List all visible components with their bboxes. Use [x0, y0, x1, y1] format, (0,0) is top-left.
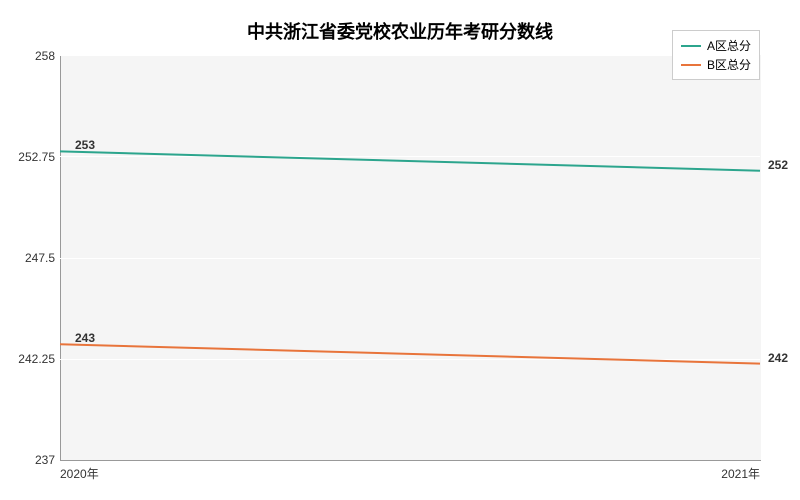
data-label: 243	[75, 331, 95, 345]
legend: A区总分 B区总分	[672, 30, 760, 80]
series-b-line	[60, 344, 760, 363]
legend-swatch-a	[681, 45, 701, 47]
data-label: 242	[768, 351, 788, 365]
data-label: 252	[768, 158, 788, 172]
legend-label-a: A区总分	[707, 37, 751, 54]
series-a-line	[60, 151, 760, 170]
legend-swatch-b	[681, 64, 701, 66]
legend-label-b: B区总分	[707, 56, 751, 73]
legend-item-a: A区总分	[681, 37, 751, 54]
data-label: 253	[75, 138, 95, 152]
legend-item-b: B区总分	[681, 56, 751, 73]
chart-container: 中共浙江省委党校农业历年考研分数线 237 242.25 247.5 252.7…	[0, 0, 800, 500]
